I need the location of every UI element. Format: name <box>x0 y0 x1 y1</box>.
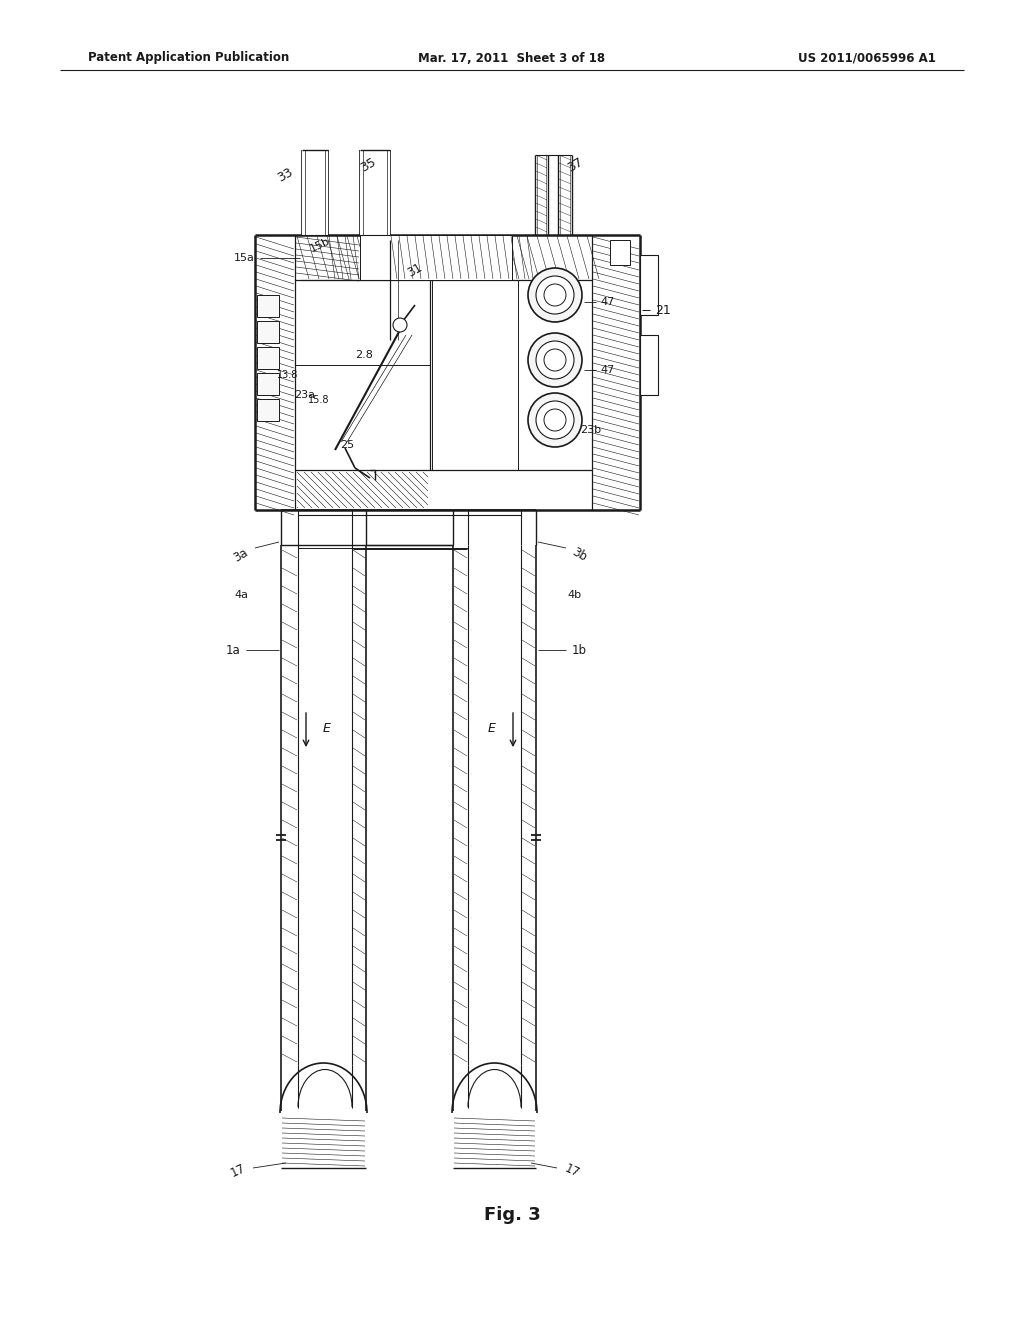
Text: 47: 47 <box>600 366 614 375</box>
Text: 3b: 3b <box>570 545 590 565</box>
Text: 4a: 4a <box>234 590 248 601</box>
Text: 17: 17 <box>229 1162 248 1180</box>
Text: 1a: 1a <box>225 644 240 656</box>
Text: 21: 21 <box>655 304 671 317</box>
Text: 23a: 23a <box>294 389 315 400</box>
Text: Patent Application Publication: Patent Application Publication <box>88 51 289 65</box>
Bar <box>295 235 360 280</box>
Text: 47: 47 <box>600 297 614 308</box>
Text: 15.8: 15.8 <box>308 395 330 405</box>
Text: 35: 35 <box>357 156 378 174</box>
Circle shape <box>544 409 566 432</box>
Bar <box>302 150 328 235</box>
Circle shape <box>393 318 407 333</box>
Circle shape <box>536 401 574 440</box>
Bar <box>257 321 279 343</box>
Text: 23b: 23b <box>580 425 601 436</box>
Text: Fig. 3: Fig. 3 <box>483 1206 541 1224</box>
Text: US 2011/0065996 A1: US 2011/0065996 A1 <box>798 51 936 65</box>
Bar <box>257 374 279 395</box>
Text: 15a: 15a <box>234 253 255 263</box>
Bar <box>360 235 512 280</box>
Text: 13.8: 13.8 <box>276 370 298 380</box>
Text: 17: 17 <box>562 1162 581 1180</box>
Bar <box>610 240 630 265</box>
Circle shape <box>544 348 566 371</box>
Text: 25: 25 <box>340 440 354 450</box>
Text: 31: 31 <box>406 260 425 280</box>
Text: 2.8: 2.8 <box>355 350 373 360</box>
Bar <box>640 335 658 395</box>
Circle shape <box>544 284 566 306</box>
Text: 1b: 1b <box>572 644 587 656</box>
Text: 3a: 3a <box>230 545 250 564</box>
Text: E: E <box>488 722 496 734</box>
Text: Mar. 17, 2011  Sheet 3 of 18: Mar. 17, 2011 Sheet 3 of 18 <box>419 51 605 65</box>
Bar <box>360 150 390 235</box>
Text: 4b: 4b <box>567 590 582 601</box>
Bar <box>257 399 279 421</box>
Circle shape <box>536 341 574 379</box>
Bar <box>257 294 279 317</box>
Circle shape <box>536 276 574 314</box>
Bar <box>640 255 658 315</box>
Circle shape <box>528 268 582 322</box>
Circle shape <box>528 333 582 387</box>
Bar <box>257 347 279 370</box>
Text: 15b: 15b <box>308 236 332 253</box>
Bar <box>512 235 592 280</box>
Text: E: E <box>323 722 331 734</box>
Text: 37: 37 <box>565 156 585 174</box>
Text: 33: 33 <box>274 165 295 185</box>
Circle shape <box>528 393 582 447</box>
